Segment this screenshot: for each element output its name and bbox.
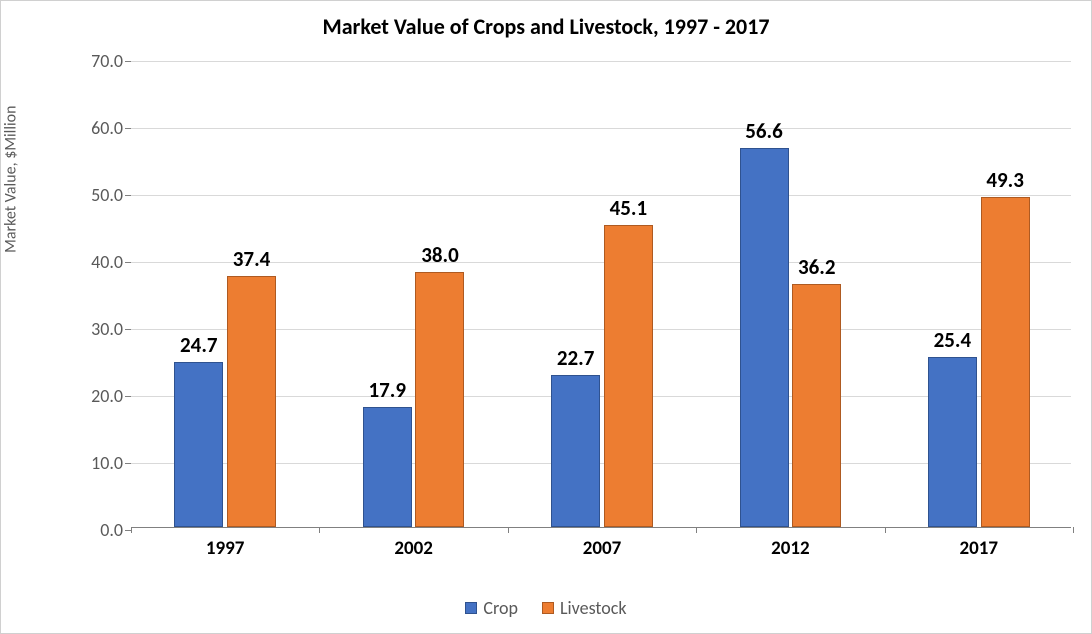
data-label: 22.7 (557, 345, 595, 371)
gridline (131, 195, 1071, 196)
bar-livestock (604, 225, 653, 527)
bar-crop (740, 148, 789, 527)
data-label: 38.0 (421, 242, 459, 268)
legend-item-crop: Crop (465, 597, 518, 619)
chart-container: Market Value of Crops and Livestock, 199… (0, 0, 1092, 634)
legend-swatch (465, 602, 477, 614)
data-label: 37.4 (233, 246, 271, 272)
y-tick-label: 40.0 (91, 251, 131, 273)
x-tick-label: 2017 (960, 527, 999, 560)
bar-livestock (415, 272, 464, 527)
gridline (131, 61, 1071, 62)
data-label: 24.7 (180, 332, 218, 358)
bar-livestock (227, 276, 276, 527)
data-label: 45.1 (610, 195, 648, 221)
x-tick-mark (1073, 527, 1074, 533)
y-tick-label: 10.0 (91, 452, 131, 474)
plot-area: 0.010.020.030.040.050.060.070.0199724.73… (131, 61, 1071, 528)
gridline (131, 262, 1071, 263)
x-tick-mark (319, 527, 320, 533)
y-tick-label: 70.0 (91, 50, 131, 72)
legend-item-livestock: Livestock (542, 597, 627, 619)
y-axis-label: Market Value, $Million (2, 105, 21, 252)
data-label: 49.3 (986, 167, 1024, 193)
legend: Crop Livestock (1, 597, 1091, 619)
y-tick-label: 30.0 (91, 318, 131, 340)
x-tick-mark (696, 527, 697, 533)
gridline (131, 128, 1071, 129)
bar-crop (928, 357, 977, 527)
chart-title: Market Value of Crops and Livestock, 199… (1, 13, 1091, 40)
legend-label: Crop (483, 597, 518, 619)
bar-crop (363, 407, 412, 527)
bar-livestock (981, 197, 1030, 527)
bar-livestock (792, 284, 841, 527)
data-label: 36.2 (798, 254, 836, 280)
bar-crop (551, 375, 600, 527)
x-tick-label: 2012 (771, 527, 810, 560)
x-tick-mark (885, 527, 886, 533)
x-tick-mark (131, 527, 132, 533)
x-tick-label: 1997 (206, 527, 245, 560)
x-tick-label: 2007 (583, 527, 622, 560)
y-tick-label: 0.0 (100, 519, 131, 541)
legend-label: Livestock (560, 597, 627, 619)
legend-swatch (542, 602, 554, 614)
x-tick-mark (508, 527, 509, 533)
y-tick-label: 60.0 (91, 117, 131, 139)
bar-crop (174, 362, 223, 527)
data-label: 17.9 (368, 377, 406, 403)
y-tick-label: 50.0 (91, 184, 131, 206)
data-label: 56.6 (745, 118, 783, 144)
y-tick-label: 20.0 (91, 385, 131, 407)
x-tick-label: 2002 (394, 527, 433, 560)
data-label: 25.4 (934, 327, 972, 353)
